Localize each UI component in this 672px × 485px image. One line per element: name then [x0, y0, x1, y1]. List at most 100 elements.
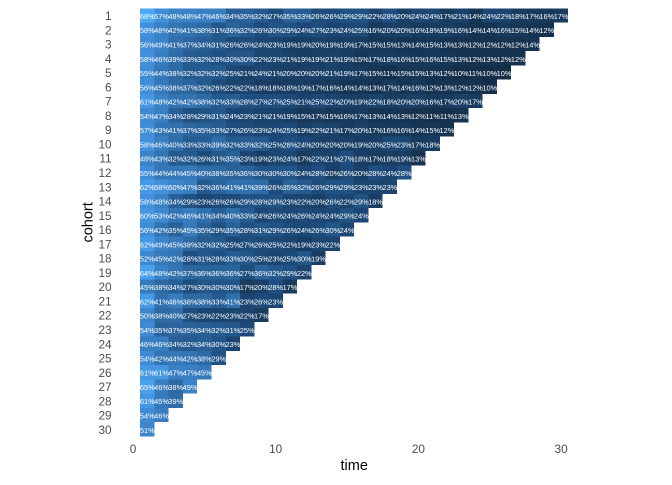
svg-text:13%: 13%: [454, 55, 469, 64]
svg-text:25%: 25%: [283, 98, 298, 107]
svg-text:12%: 12%: [411, 112, 426, 121]
svg-text:17%: 17%: [525, 12, 540, 21]
svg-text:35%: 35%: [240, 12, 255, 21]
svg-text:9: 9: [105, 123, 112, 137]
svg-text:10%: 10%: [497, 69, 512, 78]
svg-text:19%: 19%: [297, 126, 312, 135]
svg-text:44%: 44%: [154, 169, 169, 178]
svg-text:46%: 46%: [154, 383, 169, 392]
svg-text:53%: 53%: [154, 212, 169, 221]
svg-text:24%: 24%: [482, 12, 497, 21]
svg-text:45%: 45%: [154, 83, 169, 92]
svg-text:25%: 25%: [225, 240, 240, 249]
svg-text:23: 23: [98, 323, 112, 337]
svg-text:20%: 20%: [397, 26, 412, 35]
svg-text:23%: 23%: [354, 183, 369, 192]
svg-text:18%: 18%: [382, 55, 397, 64]
svg-text:46%: 46%: [154, 140, 169, 149]
svg-text:15%: 15%: [425, 40, 440, 49]
svg-text:34%: 34%: [197, 340, 212, 349]
svg-text:58%: 58%: [140, 55, 155, 64]
svg-text:19%: 19%: [283, 112, 298, 121]
svg-text:47%: 47%: [154, 112, 169, 121]
svg-text:39%: 39%: [254, 183, 269, 192]
svg-text:41%: 41%: [168, 126, 183, 135]
svg-text:58%: 58%: [140, 140, 155, 149]
svg-text:17%: 17%: [340, 126, 355, 135]
svg-text:47%: 47%: [197, 12, 212, 21]
svg-text:34%: 34%: [197, 326, 212, 335]
svg-text:29%: 29%: [354, 12, 369, 21]
svg-text:22%: 22%: [497, 12, 512, 21]
svg-text:18%: 18%: [283, 83, 298, 92]
svg-text:20: 20: [412, 442, 426, 456]
svg-text:19%: 19%: [440, 26, 455, 35]
svg-text:35%: 35%: [183, 326, 198, 335]
svg-text:1: 1: [105, 9, 112, 23]
svg-text:41%: 41%: [183, 26, 198, 35]
svg-text:28%: 28%: [183, 112, 198, 121]
svg-text:42%: 42%: [168, 255, 183, 264]
svg-text:45%: 45%: [140, 283, 155, 292]
svg-text:30%: 30%: [211, 283, 226, 292]
svg-text:40%: 40%: [168, 312, 183, 321]
svg-text:22%: 22%: [254, 55, 269, 64]
svg-text:17%: 17%: [311, 112, 326, 121]
svg-text:14%: 14%: [525, 26, 540, 35]
svg-text:25%: 25%: [254, 255, 269, 264]
svg-text:12%: 12%: [440, 126, 455, 135]
svg-text:41%: 41%: [240, 183, 255, 192]
svg-text:38%: 38%: [168, 83, 183, 92]
svg-text:17: 17: [98, 237, 111, 251]
svg-text:29%: 29%: [283, 26, 298, 35]
svg-text:41%: 41%: [154, 297, 169, 306]
svg-text:32%: 32%: [197, 83, 212, 92]
svg-text:16%: 16%: [425, 55, 440, 64]
svg-text:18%: 18%: [511, 12, 526, 21]
svg-text:17%: 17%: [468, 98, 483, 107]
svg-text:15%: 15%: [440, 55, 455, 64]
svg-text:31%: 31%: [211, 26, 226, 35]
svg-text:46%: 46%: [183, 212, 198, 221]
svg-text:31%: 31%: [254, 226, 269, 235]
svg-text:37%: 37%: [183, 40, 198, 49]
svg-text:64%: 64%: [140, 269, 155, 278]
svg-text:37%: 37%: [168, 326, 183, 335]
svg-text:54%: 54%: [140, 326, 155, 335]
svg-text:42%: 42%: [154, 226, 169, 235]
svg-text:19%: 19%: [254, 155, 269, 164]
svg-text:34%: 34%: [197, 40, 212, 49]
svg-text:25%: 25%: [268, 240, 283, 249]
svg-text:41%: 41%: [225, 183, 240, 192]
svg-text:33%: 33%: [211, 297, 226, 306]
svg-text:10%: 10%: [482, 69, 497, 78]
svg-text:30: 30: [555, 442, 569, 456]
svg-text:16: 16: [98, 223, 112, 237]
svg-text:26%: 26%: [268, 212, 283, 221]
svg-text:26%: 26%: [240, 40, 255, 49]
svg-text:30%: 30%: [297, 255, 312, 264]
svg-text:25%: 25%: [225, 69, 240, 78]
svg-text:12%: 12%: [440, 69, 455, 78]
svg-text:19%: 19%: [340, 55, 355, 64]
svg-text:20%: 20%: [382, 26, 397, 35]
svg-text:41%: 41%: [168, 40, 183, 49]
svg-text:38%: 38%: [154, 283, 169, 292]
svg-text:32%: 32%: [197, 55, 212, 64]
svg-text:32%: 32%: [225, 140, 240, 149]
svg-text:33%: 33%: [225, 255, 240, 264]
svg-text:15%: 15%: [397, 69, 412, 78]
svg-text:24%: 24%: [283, 212, 298, 221]
svg-text:22%: 22%: [368, 12, 383, 21]
svg-text:12%: 12%: [511, 55, 526, 64]
svg-text:61%: 61%: [140, 397, 155, 406]
svg-text:26%: 26%: [311, 12, 326, 21]
svg-text:6: 6: [105, 80, 112, 94]
svg-text:31%: 31%: [225, 326, 240, 335]
svg-text:24%: 24%: [225, 112, 240, 121]
svg-text:51%: 51%: [140, 426, 155, 435]
svg-text:29%: 29%: [240, 197, 255, 206]
svg-text:15%: 15%: [368, 40, 383, 49]
svg-text:20%: 20%: [311, 69, 326, 78]
svg-text:16%: 16%: [397, 55, 412, 64]
